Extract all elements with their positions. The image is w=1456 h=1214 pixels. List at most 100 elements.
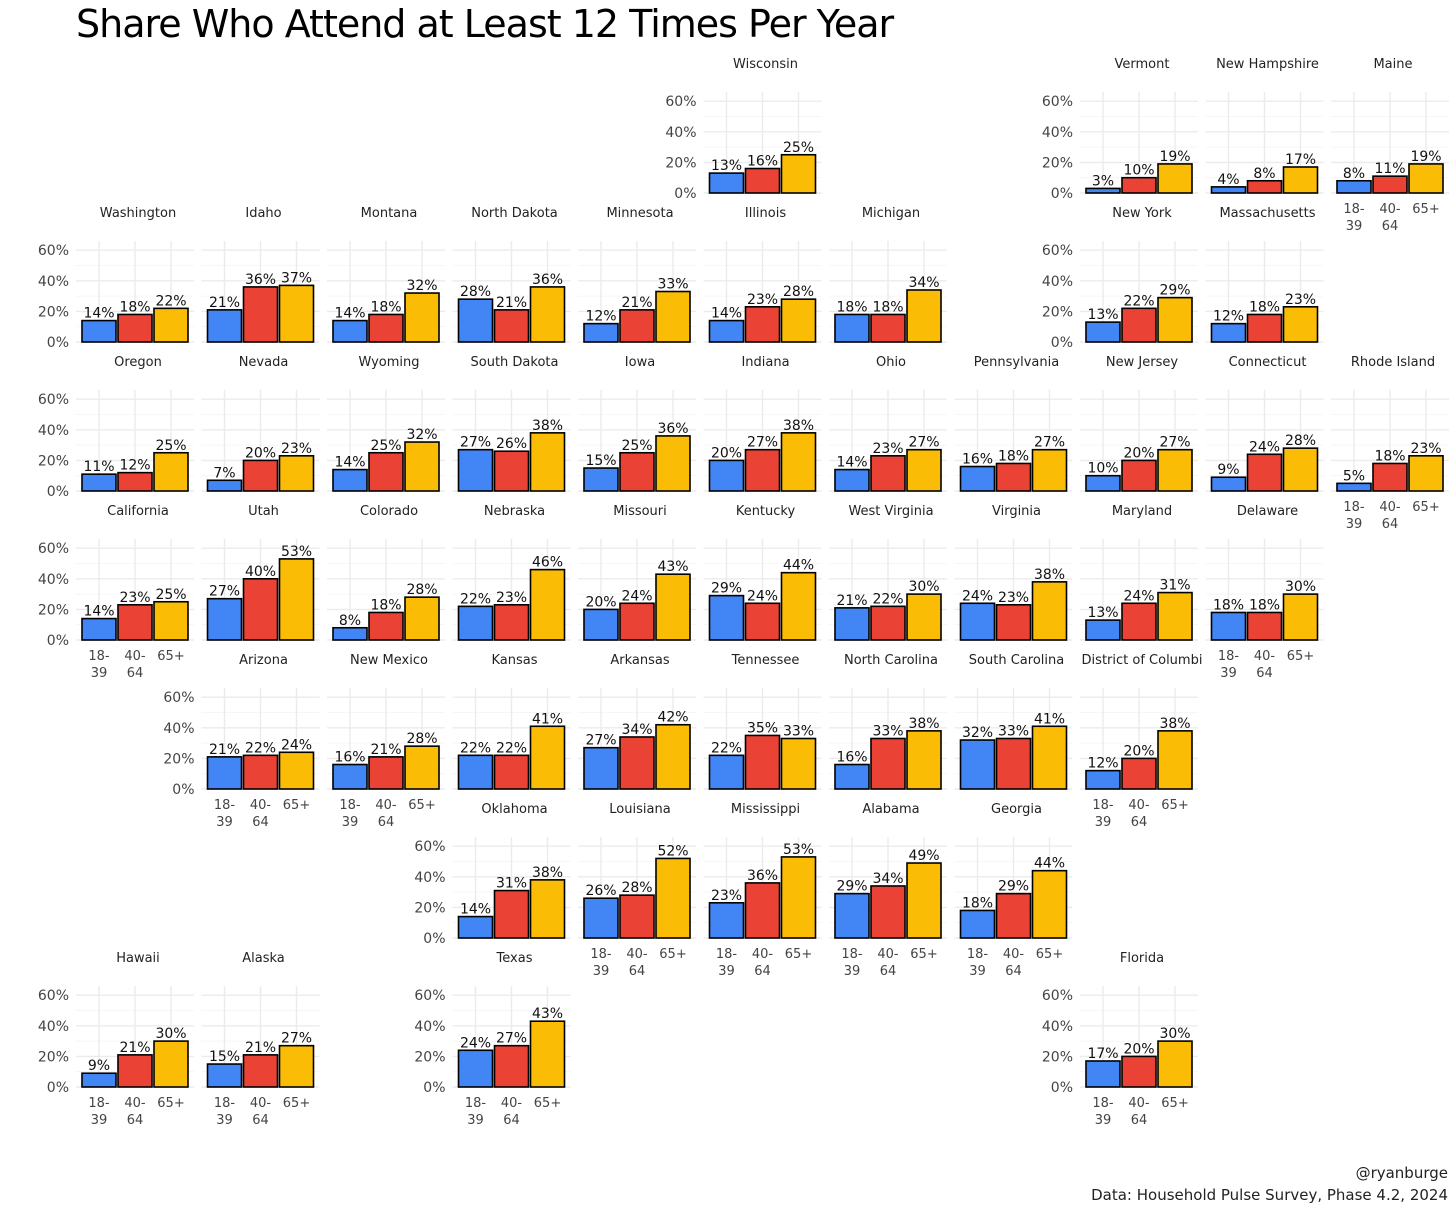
data-label: 29% — [998, 879, 1029, 895]
bar-65plus — [906, 862, 942, 939]
panel-title: Nebraska — [484, 504, 545, 519]
data-label: 21% — [621, 295, 652, 311]
bar-18-39 — [708, 594, 745, 641]
x-tick-label: 40- — [375, 798, 397, 813]
panel-title: Vermont — [1115, 57, 1170, 72]
bar-40-64 — [1372, 462, 1408, 492]
panel-minnesota: Minnesota 12% 21% 33% — [578, 206, 696, 343]
x-tick-label: 40- — [1003, 947, 1025, 962]
y-tick-label: 20% — [1042, 304, 1073, 320]
bar-40-64 — [619, 602, 655, 641]
y-tick-label: 20% — [1042, 1049, 1073, 1065]
bar-40-64 — [242, 459, 279, 492]
panel-california: California 14% 23% 25% 0% 20% 40% 60% 18- 39 40- 64… — [38, 504, 194, 681]
data-label: 14% — [83, 604, 114, 620]
bar-40-64 — [995, 892, 1032, 939]
data-label: 18% — [998, 448, 1029, 464]
data-label: 22% — [496, 740, 527, 756]
data-label: 18% — [370, 597, 401, 613]
panel-idaho: Idaho 21% 36% 37% — [201, 206, 320, 343]
panel-rhode-island: Rhode Island 5% 18% 23% 18- 39 40- 64 65+ — [1331, 355, 1449, 532]
bar-40-64 — [493, 450, 530, 492]
panel-title: Wyoming — [358, 355, 419, 370]
panel-illinois: Illinois 14% 23% 28% — [703, 206, 822, 343]
data-label: 14% — [711, 306, 742, 322]
bar-18-39 — [708, 902, 745, 939]
panel-title: Rhode Island — [1351, 355, 1435, 370]
x-tick-label: 40- — [1379, 202, 1401, 217]
y-tick-label: 40% — [1042, 274, 1073, 290]
data-label: 34% — [872, 871, 903, 887]
chart-title: Share Who Attend at Least 12 Times Per Y… — [76, 2, 894, 46]
data-label: 14% — [83, 306, 114, 322]
bar-18-39 — [457, 915, 494, 939]
data-label: 25% — [621, 438, 652, 454]
data-label: 41% — [1034, 711, 1065, 727]
data-label: 22% — [1123, 293, 1154, 309]
data-label: 10% — [1087, 461, 1118, 477]
data-label: 17% — [1087, 1046, 1118, 1062]
panel-title: West Virginia — [848, 504, 933, 519]
panel-title: Montana — [361, 206, 418, 221]
data-label: 23% — [1410, 441, 1441, 457]
y-tick-label: 40% — [38, 274, 69, 290]
bar-65plus — [655, 723, 691, 790]
data-label: 24% — [460, 1035, 491, 1051]
data-label: 19% — [1159, 149, 1190, 165]
bar-18-39 — [834, 313, 870, 343]
y-tick-label: 60% — [1042, 243, 1073, 259]
data-label: 13% — [711, 158, 742, 174]
data-label: 12% — [119, 458, 150, 474]
bar-40-64 — [870, 885, 906, 939]
bar-18-39 — [1085, 619, 1121, 641]
data-label: 24% — [1123, 588, 1154, 604]
data-label: 30% — [1285, 579, 1316, 595]
x-tick-label: 65+ — [1287, 649, 1314, 664]
data-label: 34% — [908, 275, 939, 291]
panel-title: Massachusetts — [1219, 206, 1315, 221]
bar-18-39 — [206, 479, 243, 492]
bar-40-64 — [1246, 453, 1283, 492]
panel-title: Arizona — [239, 653, 288, 668]
bar-65plus — [1157, 163, 1193, 194]
data-label: 13% — [1087, 605, 1118, 621]
data-label: 27% — [1159, 435, 1190, 451]
panel-title: North Dakota — [471, 206, 558, 221]
bar-18-39 — [1210, 186, 1247, 194]
bar-18-39 — [457, 754, 494, 790]
data-label: 33% — [872, 724, 903, 740]
data-label: 22% — [245, 740, 276, 756]
bar-65plus — [529, 286, 566, 343]
x-tick-label: 39 — [1346, 219, 1363, 234]
x-tick-label: 64 — [1005, 964, 1022, 979]
x-tick-label: 40- — [1128, 1096, 1150, 1111]
y-tick-label: 0% — [1051, 186, 1073, 202]
y-tick-label: 0% — [674, 186, 696, 202]
data-label: 23% — [1285, 292, 1316, 308]
panel-title: Kansas — [491, 653, 537, 668]
data-label: 21% — [209, 295, 240, 311]
x-tick-label: 64 — [252, 1113, 269, 1128]
x-tick-label: 65+ — [157, 649, 184, 664]
panel-title: Hawaii — [116, 951, 160, 966]
bar-18-39 — [959, 465, 996, 492]
bar-40-64 — [493, 604, 530, 641]
x-tick-label: 18- — [590, 947, 612, 962]
bar-18-39 — [583, 608, 619, 641]
x-tick-label: 39 — [467, 1113, 484, 1128]
bar-40-64 — [368, 611, 404, 641]
data-label: 49% — [908, 848, 939, 864]
data-label: 18% — [1374, 448, 1405, 464]
bar-40-64 — [744, 167, 781, 194]
data-label: 16% — [334, 750, 365, 766]
y-tick-label: 60% — [38, 243, 69, 259]
panel-new-jersey: New Jersey 10% 20% 27% — [1080, 355, 1198, 492]
panel-nebraska: Nebraska 22% 23% 46% — [452, 504, 571, 641]
data-label: 38% — [908, 716, 939, 732]
bar-18-39 — [708, 754, 745, 790]
bar-65plus — [780, 571, 817, 641]
bar-65plus — [1282, 593, 1319, 641]
data-label: 28% — [460, 284, 491, 300]
panel-title: Iowa — [625, 355, 655, 370]
panel-title: District of Columbi — [1082, 653, 1203, 668]
